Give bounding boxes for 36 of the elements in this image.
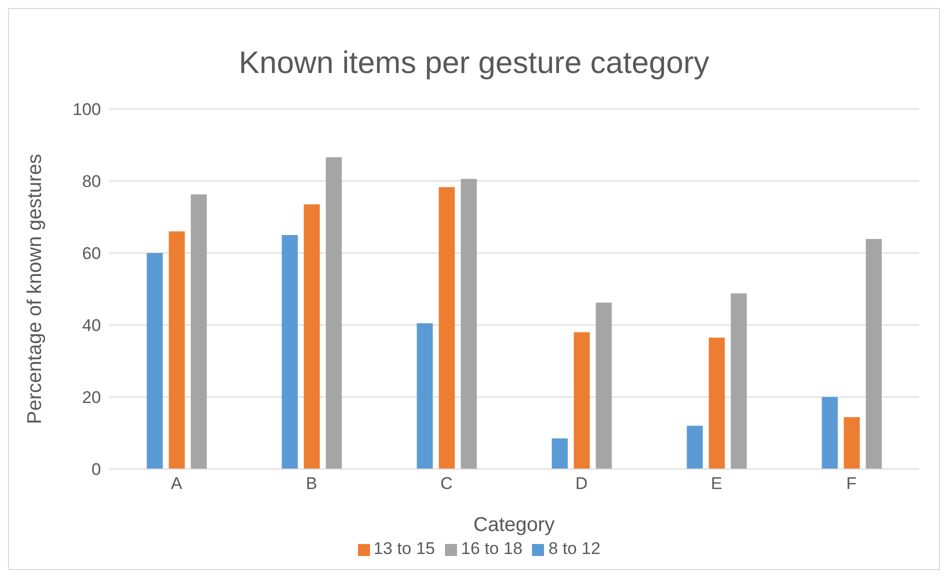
bar — [844, 417, 860, 469]
bar — [438, 187, 455, 469]
bar — [596, 302, 612, 469]
bar — [552, 438, 568, 469]
bar — [686, 426, 703, 469]
bar — [326, 157, 342, 469]
bar — [190, 194, 207, 469]
y-axis-title: Percentage of known gestures — [24, 154, 46, 424]
legend-label: 13 to 15 — [374, 539, 435, 558]
bar — [304, 204, 320, 469]
y-tick-label: 20 — [82, 388, 101, 408]
bar — [708, 338, 725, 469]
bar — [168, 231, 185, 469]
y-tick-label: 60 — [82, 244, 101, 264]
y-tick-label: 100 — [72, 100, 101, 120]
bar — [282, 235, 298, 469]
bar — [822, 397, 838, 469]
x-tick-label: C — [440, 474, 453, 494]
bar — [416, 323, 433, 469]
bar — [146, 253, 163, 469]
x-tick-label: A — [170, 474, 183, 494]
legend-label: 8 to 12 — [548, 539, 600, 558]
x-axis-title: Category — [473, 514, 555, 536]
x-tick-label: E — [710, 474, 722, 494]
legend-label: 16 to 18 — [461, 539, 522, 558]
y-tick-label: 0 — [92, 460, 101, 480]
bar — [574, 332, 590, 469]
bar — [460, 178, 477, 469]
chart-title: Known items per gesture category — [238, 45, 710, 81]
y-tick-label: 40 — [82, 316, 101, 336]
y-tick-label: 80 — [82, 172, 101, 192]
bar — [866, 238, 882, 469]
x-tick-label: F — [846, 474, 857, 494]
bar — [730, 293, 747, 469]
x-tick-label: B — [306, 474, 318, 494]
x-tick-label: D — [575, 474, 588, 494]
